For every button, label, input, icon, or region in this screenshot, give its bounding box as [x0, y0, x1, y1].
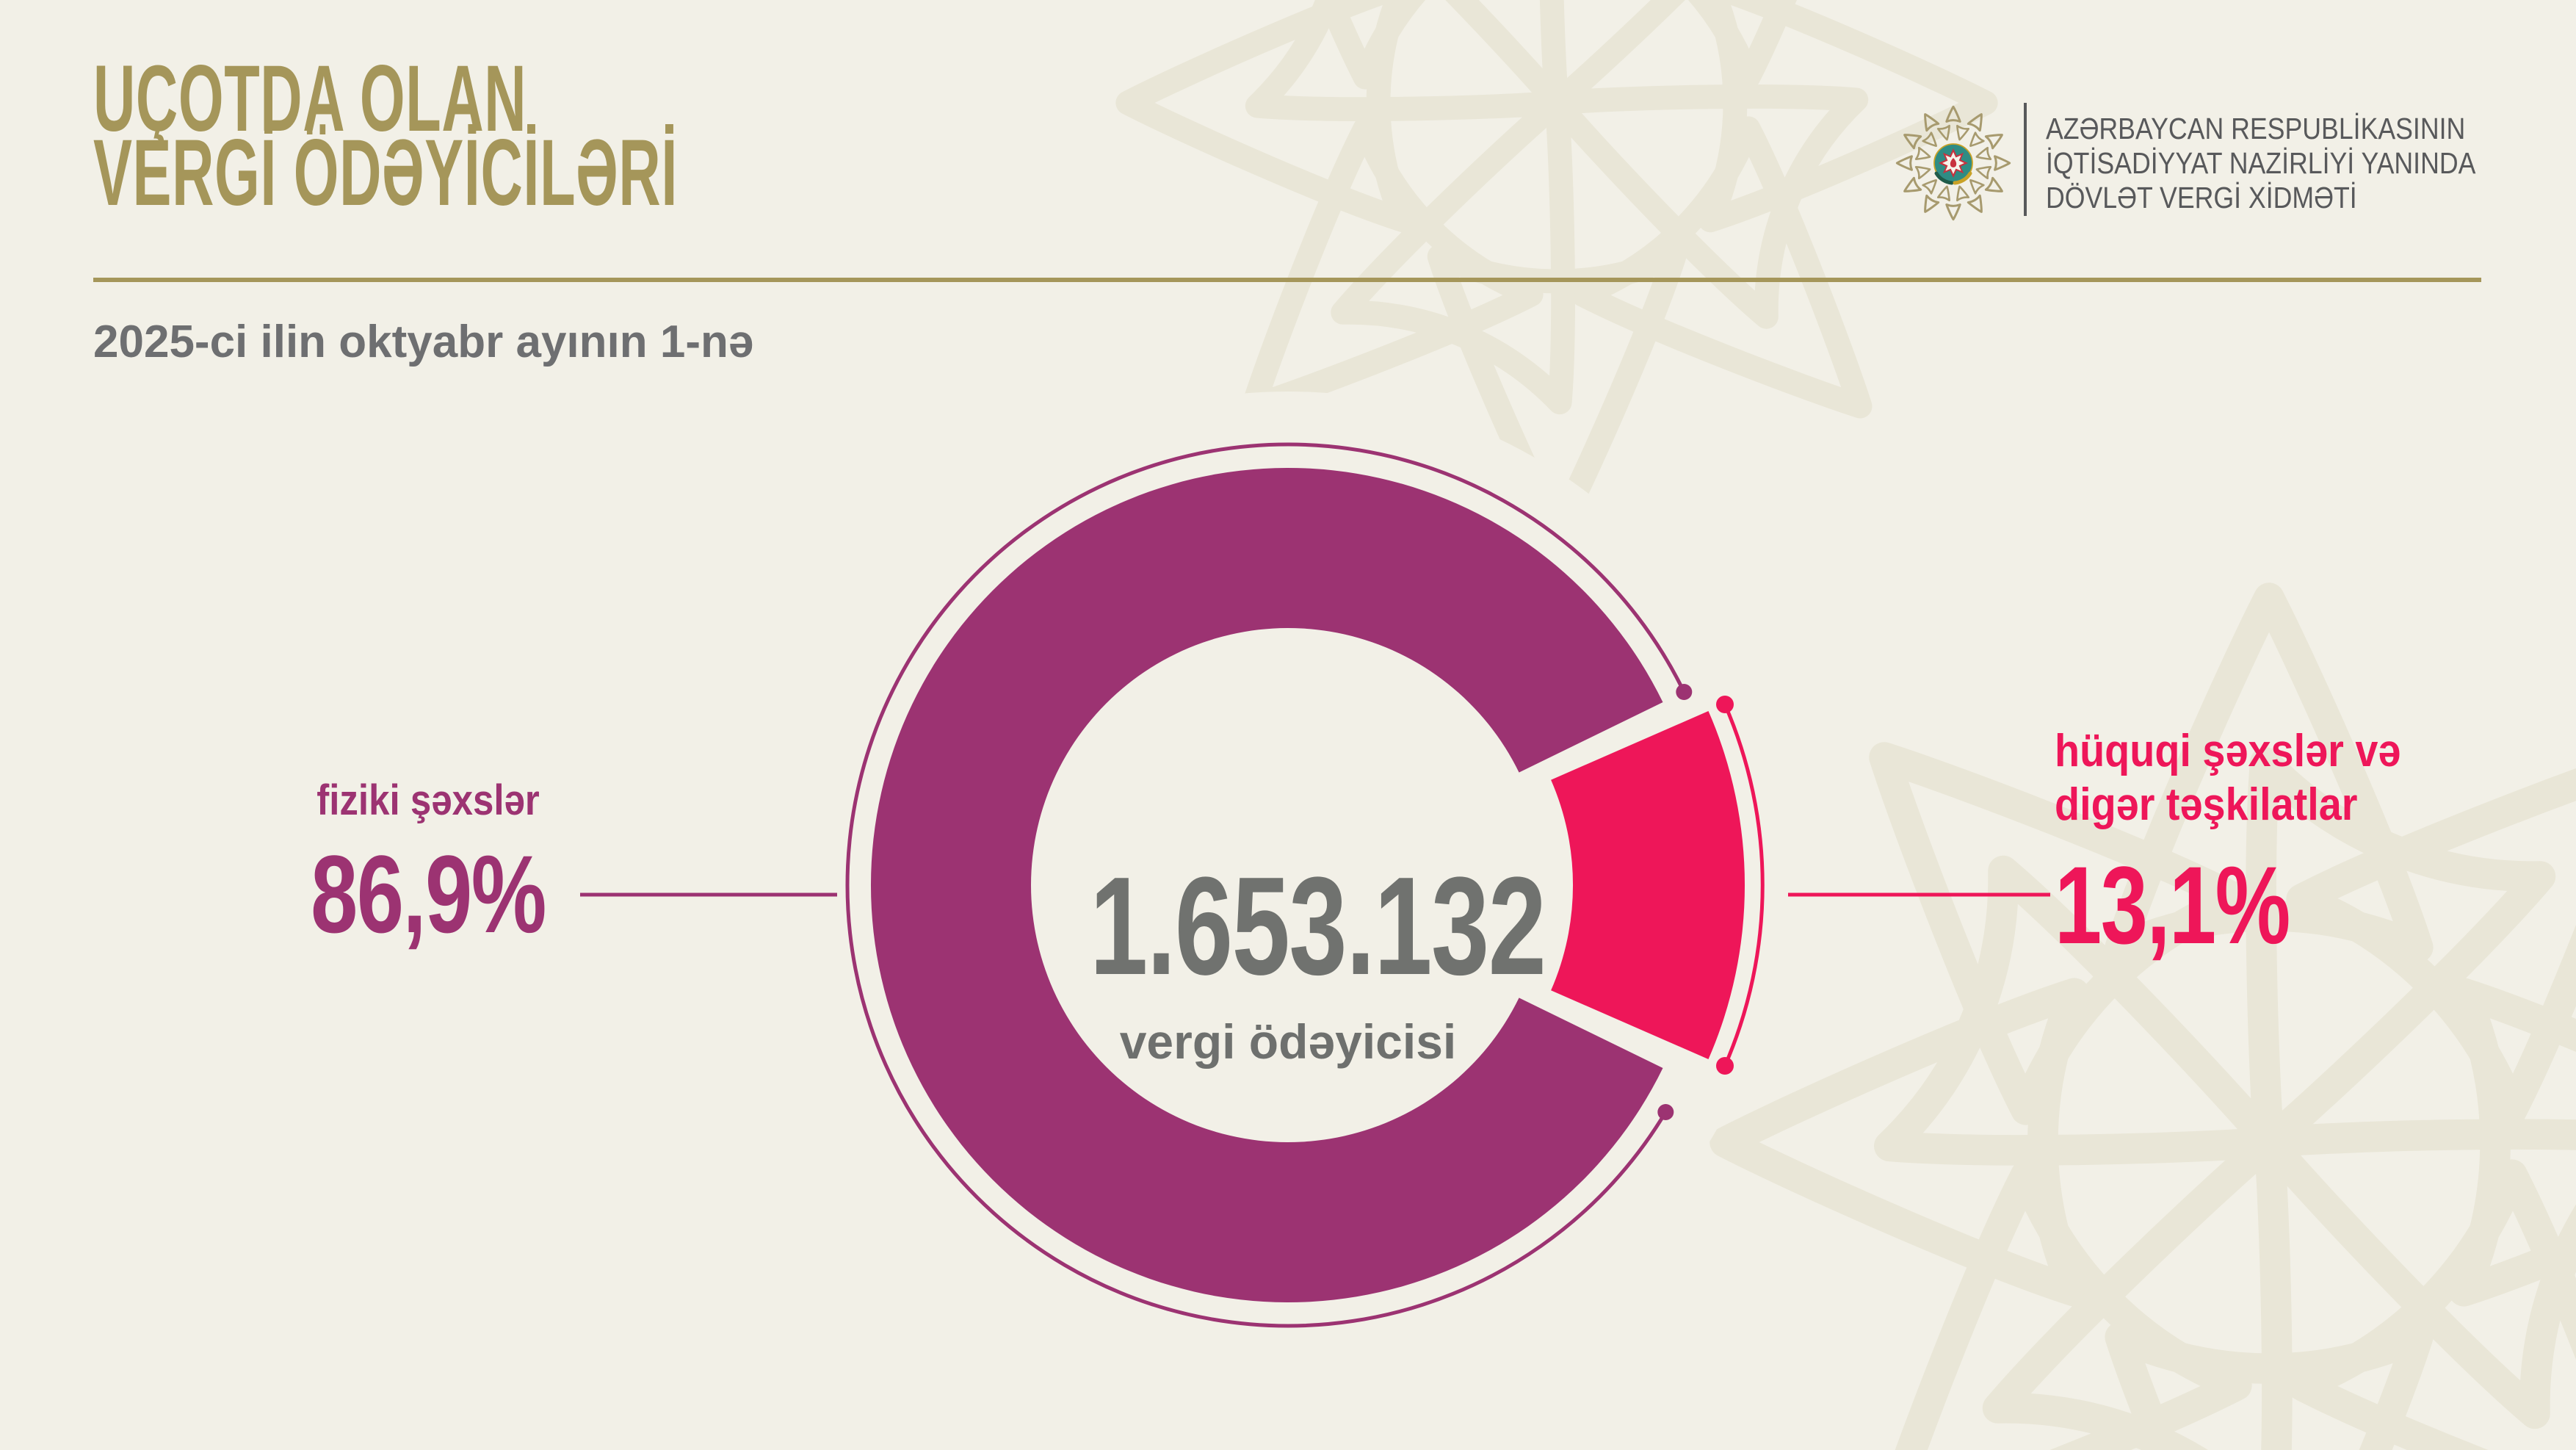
- ministry-name-line3: DÖVLƏT VERGİ XİDMƏTİ: [2046, 181, 2357, 214]
- logo-divider: [2024, 103, 2027, 216]
- ministry-name: AZƏRBAYCAN RESPUBLİKASININ İQTİSADİYYAT …: [2046, 112, 2475, 215]
- donut-center-block: 1.653.132 vergi ödəyicisi: [1024, 846, 1552, 1070]
- total-taxpayers-label: vergi ödəyicisi: [1119, 1014, 1457, 1069]
- right-slice-name-line1: hüquqi şəxslər və: [2055, 726, 2401, 776]
- left-slice-percent: 86,9%: [311, 832, 546, 956]
- slice-fiziki-sexsler[interactable]: [870, 468, 1663, 1302]
- right-slice-callout: hüquqi şəxslər və digər təşkilatlar 13,1…: [2055, 724, 2569, 969]
- right-slice-name-line2: digər təşkilatlar: [2055, 779, 2358, 830]
- ministry-name-line2: İQTİSADİYYAT NAZİRLİYİ YANINDA: [2046, 146, 2476, 180]
- slice-huquqi-sexsler[interactable]: [1551, 711, 1745, 1059]
- donut-outline-arc-magenta: [845, 442, 1693, 1328]
- page-title-line2: VERGİ ÖDƏYİCİLƏRİ: [93, 120, 679, 226]
- donut-outline-arc-pink: [1716, 696, 1765, 1075]
- ministry-emblem-icon: [1890, 100, 2016, 226]
- right-slice-name: hüquqi şəxslər və digər təşkilatlar: [2055, 724, 2517, 832]
- page-title: UÇOTDA OLAN VERGİ ÖDƏYİCİLƏRİ: [93, 46, 679, 226]
- right-slice-percent: 13,1%: [2055, 843, 2290, 967]
- left-slice-name: fiziki şəxslər: [316, 776, 540, 824]
- report-date: 2025-ci ilin oktyabr ayının 1-nə: [93, 317, 754, 367]
- total-taxpayers-value: 1.653.132: [1090, 848, 1546, 1004]
- left-slice-callout: fiziki şəxslər 86,9%: [245, 776, 612, 958]
- page-title-line1: UÇOTDA OLAN: [93, 46, 527, 151]
- header-divider-rule: [93, 278, 2481, 282]
- ministry-name-line1: AZƏRBAYCAN RESPUBLİKASININ: [2046, 112, 2466, 145]
